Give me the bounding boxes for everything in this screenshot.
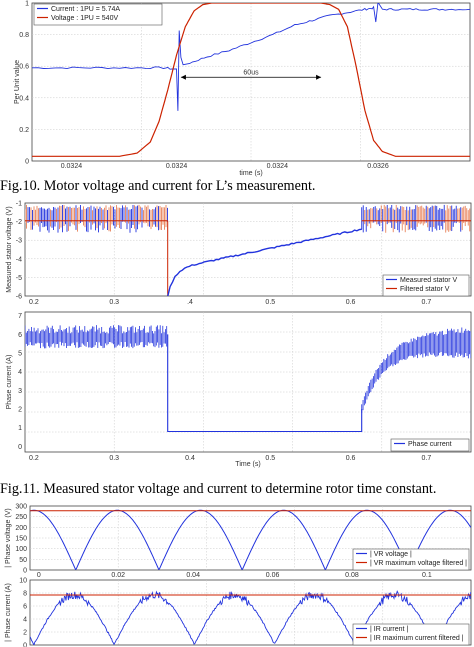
fig12a-xtick-5: 0.1 xyxy=(422,572,432,579)
fig11b-ripple-after xyxy=(361,327,471,413)
fig11b-xtick-0: 0.2 xyxy=(29,455,39,462)
fig12b-ytick-1: 8 xyxy=(23,591,27,598)
fig12a-vr-voltage xyxy=(30,509,471,570)
fig11a-pwm-before xyxy=(25,204,168,233)
fig10-xtick-2: 0.0324 xyxy=(267,163,289,170)
fig11b-ytick-5: 2 xyxy=(18,407,22,414)
fig10-xlabel: time (s) xyxy=(239,170,262,177)
fig12b-ytick-2: 6 xyxy=(23,604,27,611)
fig10-caption: Fig.10. Motor voltage and current for L’… xyxy=(0,178,316,194)
fig12a-xtick-4: 0.08 xyxy=(345,572,359,579)
fig12b-ytick-5: 0 xyxy=(23,643,27,647)
fig10-arrowhead-right xyxy=(316,74,322,80)
fig10-ytick-5: 1 xyxy=(25,1,29,8)
fig11a-xtick-4: 0.6 xyxy=(346,299,356,306)
fig10-ytick-0: 0 xyxy=(25,159,29,166)
fig12b-legend-label-1: | IR maximum current filtered | xyxy=(370,635,464,642)
fig11b-xlabel: Time (s) xyxy=(235,461,260,468)
fig11b-ytick-1: 6 xyxy=(18,332,22,339)
fig10-legend-label-1: Voltage : 1PU = 540V xyxy=(51,15,118,22)
fig11b-legend-box xyxy=(390,438,470,452)
fig11b-ytick-0: 7 xyxy=(18,313,22,320)
fig11a-legend-box xyxy=(382,274,470,297)
fig11a-xtick-5: 0.7 xyxy=(422,299,432,306)
fig11a-legend-label-0: Measured stator V xyxy=(400,277,458,284)
fig12b-ytick-3: 4 xyxy=(23,617,27,624)
fig10-ytick-1: 0.2 xyxy=(19,127,29,134)
fig11a-grid xyxy=(25,203,471,296)
fig12a-ytick-3: 150 xyxy=(15,536,27,543)
fig11a-xtick-0: 0.2 xyxy=(29,299,39,306)
fig12b-ylabel: | Phase current (A) xyxy=(5,583,12,642)
fig11a-xtick-2: .4 xyxy=(187,299,193,306)
fig11a-ylabel: Measured stator voltage (V) xyxy=(6,206,13,292)
fig12b-ir-current xyxy=(30,590,471,645)
fig11a-decay-curve xyxy=(167,228,362,296)
fig11b-ytick-4: 3 xyxy=(18,388,22,395)
fig11-caption: Fig.11. Measured stator voltage and curr… xyxy=(0,481,437,497)
fig11a-ytick-2: -3 xyxy=(16,238,22,245)
fig12a-ytick-1: 250 xyxy=(15,514,27,521)
fig10-xtick-1: 0.0324 xyxy=(166,163,188,170)
fig11a-xtick-3: 0.5 xyxy=(265,299,275,306)
fig11b-xtick-2: 0.4 xyxy=(185,455,195,462)
fig10-series-voltage xyxy=(32,3,470,157)
fig10-ytick-2: 0.4 xyxy=(19,95,29,102)
fig10-annotation-label: 60us xyxy=(243,69,259,76)
fig11b-xtick-5: 0.7 xyxy=(422,455,432,462)
fig12a-ytick-6: 0 xyxy=(23,568,27,575)
fig10-legend-label-0: Current : 1PU = 5.74A xyxy=(51,6,120,13)
fig12b-ir-current-trace xyxy=(30,590,471,645)
fig10-arrowhead-left xyxy=(180,74,186,80)
fig12a-xtick-3: 0.06 xyxy=(266,572,280,579)
fig10-xtick-0: 0.0324 xyxy=(61,163,83,170)
fig11b-legend-label-0: Phase current xyxy=(408,441,452,448)
fig11a-ytick-3: -4 xyxy=(16,256,22,263)
fig12a-xtick-2: 0.04 xyxy=(186,572,200,579)
fig11b-ytick-2: 5 xyxy=(18,351,22,358)
fig12a-legend-box xyxy=(352,548,470,571)
fig12b-legend-box xyxy=(352,623,470,646)
fig10-grid xyxy=(32,3,470,161)
fig12a-legend-label-0: | VR voltage | xyxy=(370,551,412,558)
fig12b-ytick-4: 2 xyxy=(23,630,27,637)
fig12a-ytick-0: 300 xyxy=(15,504,27,511)
fig11b-ylabel: Phase current (A) xyxy=(6,355,13,410)
fig10-series-current xyxy=(32,3,470,111)
fig12b-legend-label-0: | IR current | xyxy=(370,626,408,633)
fig11b-ytick-3: 4 xyxy=(18,369,22,376)
fig11b-xtick-1: 0.3 xyxy=(109,455,119,462)
fig12a-ylabel: | Phase voltage (V) xyxy=(5,508,12,567)
fig12a-legend-label-1: | VR maximum voltage filtered | xyxy=(370,560,467,567)
fig11a-legend-label-1: Filtered stator V xyxy=(400,286,450,293)
fig11b-ytick-7: 0 xyxy=(18,444,22,451)
fig12a-xtick-0: 0 xyxy=(37,572,41,579)
fig12a-ytick-2: 200 xyxy=(15,525,27,532)
fig11a-ytick-1: -2 xyxy=(16,219,22,226)
fig12a-xtick-1: 0.02 xyxy=(111,572,125,579)
fig10-ytick-4: 0.8 xyxy=(19,32,29,39)
fig12b-ytick-0: 10 xyxy=(19,578,27,585)
fig11a-ytick-5: -6 xyxy=(16,294,22,301)
fig12a-grid xyxy=(30,506,471,570)
fig12a-ytick-4: 100 xyxy=(15,546,27,553)
fig11b-ripple-before xyxy=(25,325,168,349)
fig11b-xtick-3: 0.5 xyxy=(265,455,275,462)
fig10-ylabel: Per Unit value xyxy=(14,60,21,104)
fig11a-ytick-4: -5 xyxy=(16,275,22,282)
fig11b-ytick-6: 1 xyxy=(18,425,22,432)
fig10-ytick-3: 0.6 xyxy=(19,64,29,71)
fig10-legend-box xyxy=(33,3,163,26)
fig11a-ytick-0: -1 xyxy=(16,201,22,208)
fig11b-xtick-4: 0.6 xyxy=(346,455,356,462)
fig11a-xtick-1: 0.3 xyxy=(109,299,119,306)
fig10-xtick-3: 0.0326 xyxy=(367,163,389,170)
fig12a-ytick-5: 50 xyxy=(19,557,27,564)
fig11b-step-line xyxy=(167,334,363,433)
